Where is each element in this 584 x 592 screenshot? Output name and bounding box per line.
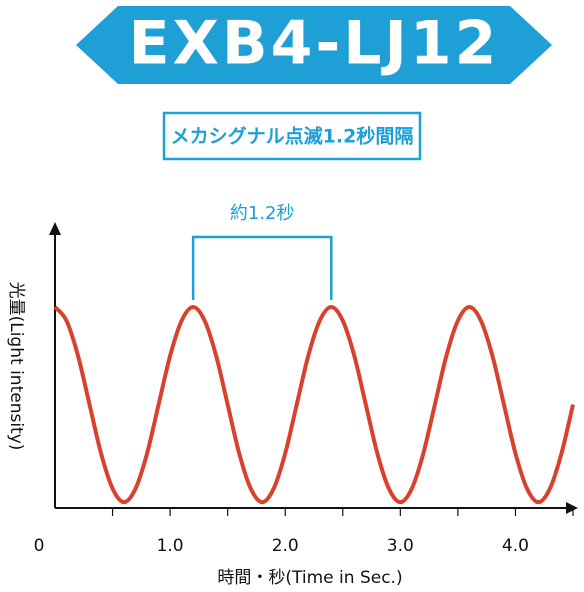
annotation-bracket (191, 235, 333, 300)
data-line (53, 305, 575, 505)
x-tick-label: 2.0 (272, 536, 299, 556)
title-banner (76, 6, 552, 84)
x-axis-arrow (566, 502, 578, 514)
x-tick-label: 1.0 (157, 536, 184, 556)
y-axis-arrow (49, 222, 61, 235)
x-axis-label: 時間・秒(Time in Sec.) (217, 568, 402, 588)
annotation-label: 約1.2秒 (230, 203, 295, 224)
x-tick-label: 0 (34, 536, 45, 556)
y-axis-label: 光量(Light intensity) (6, 282, 26, 451)
x-tick-label: 4.0 (502, 536, 529, 556)
x-tick-label: 3.0 (387, 536, 414, 556)
subtitle: メカシグナル点滅1.2秒間隔 (171, 125, 414, 148)
subtitle-box (162, 111, 422, 161)
chart-title: EXB4-LJ12 (129, 9, 500, 79)
